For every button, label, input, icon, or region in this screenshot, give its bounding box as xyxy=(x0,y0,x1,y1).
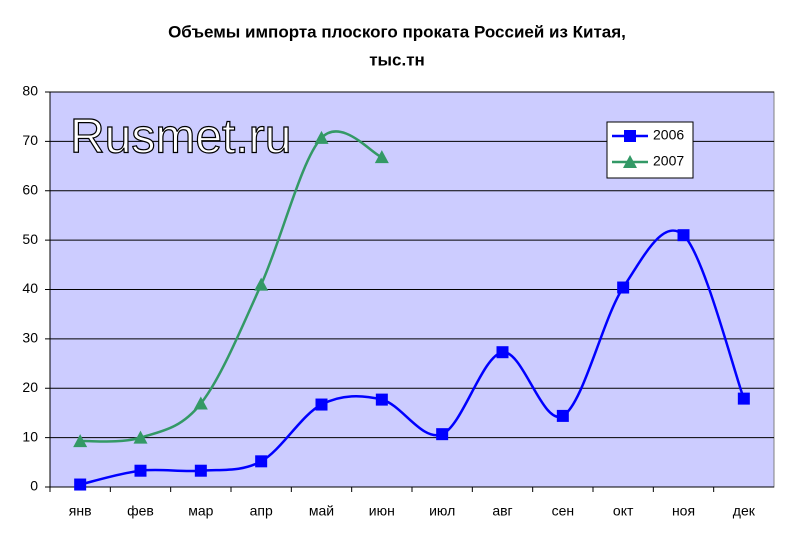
chart-title: Объемы импорта плоского проката Россией … xyxy=(168,22,626,41)
legend-label: 2006 xyxy=(653,127,684,143)
x-tick-label: окт xyxy=(613,503,634,519)
y-tick-label: 10 xyxy=(22,428,38,444)
y-tick-label: 70 xyxy=(22,132,38,148)
y-tick-label: 30 xyxy=(22,330,38,346)
y-tick-label: 20 xyxy=(22,379,38,395)
marker xyxy=(74,478,87,491)
marker xyxy=(436,428,449,441)
x-tick-label: ноя xyxy=(672,503,695,519)
x-tick-label: авг xyxy=(492,503,512,519)
y-tick-label: 40 xyxy=(22,280,38,296)
marker xyxy=(73,434,88,448)
marker xyxy=(623,155,637,168)
y-tick-label: 0 xyxy=(30,478,38,494)
x-tick-label: июл xyxy=(429,503,455,519)
marker xyxy=(315,398,328,411)
marker xyxy=(737,392,750,405)
marker xyxy=(134,464,147,477)
x-tick-label: мар xyxy=(188,503,213,519)
marker xyxy=(496,346,509,359)
x-tick-label: дек xyxy=(733,503,756,519)
marker xyxy=(556,409,569,422)
legend-label: 2007 xyxy=(653,153,684,169)
marker xyxy=(255,455,268,468)
x-tick-label: май xyxy=(309,503,334,519)
marker xyxy=(194,464,207,477)
marker xyxy=(677,229,690,242)
legend-box xyxy=(606,121,694,179)
series-line xyxy=(79,229,746,486)
marker xyxy=(133,430,148,444)
x-tick-label: янв xyxy=(69,503,92,519)
watermark: Rusmet.ru xyxy=(70,111,291,164)
marker xyxy=(193,396,208,410)
y-tick-label: 60 xyxy=(22,181,38,197)
x-tick-label: июн xyxy=(369,503,395,519)
marker xyxy=(374,150,389,164)
marker xyxy=(254,277,269,291)
marker xyxy=(624,130,636,142)
y-tick-label: 80 xyxy=(22,83,38,99)
y-tick-label: 50 xyxy=(22,231,38,247)
chart-subtitle: тыс.тн xyxy=(369,50,425,69)
x-tick-label: сен xyxy=(552,503,575,519)
x-tick-label: фев xyxy=(127,503,154,519)
marker xyxy=(617,281,630,294)
marker xyxy=(375,393,388,406)
marker xyxy=(314,130,329,144)
x-tick-label: апр xyxy=(250,503,273,519)
